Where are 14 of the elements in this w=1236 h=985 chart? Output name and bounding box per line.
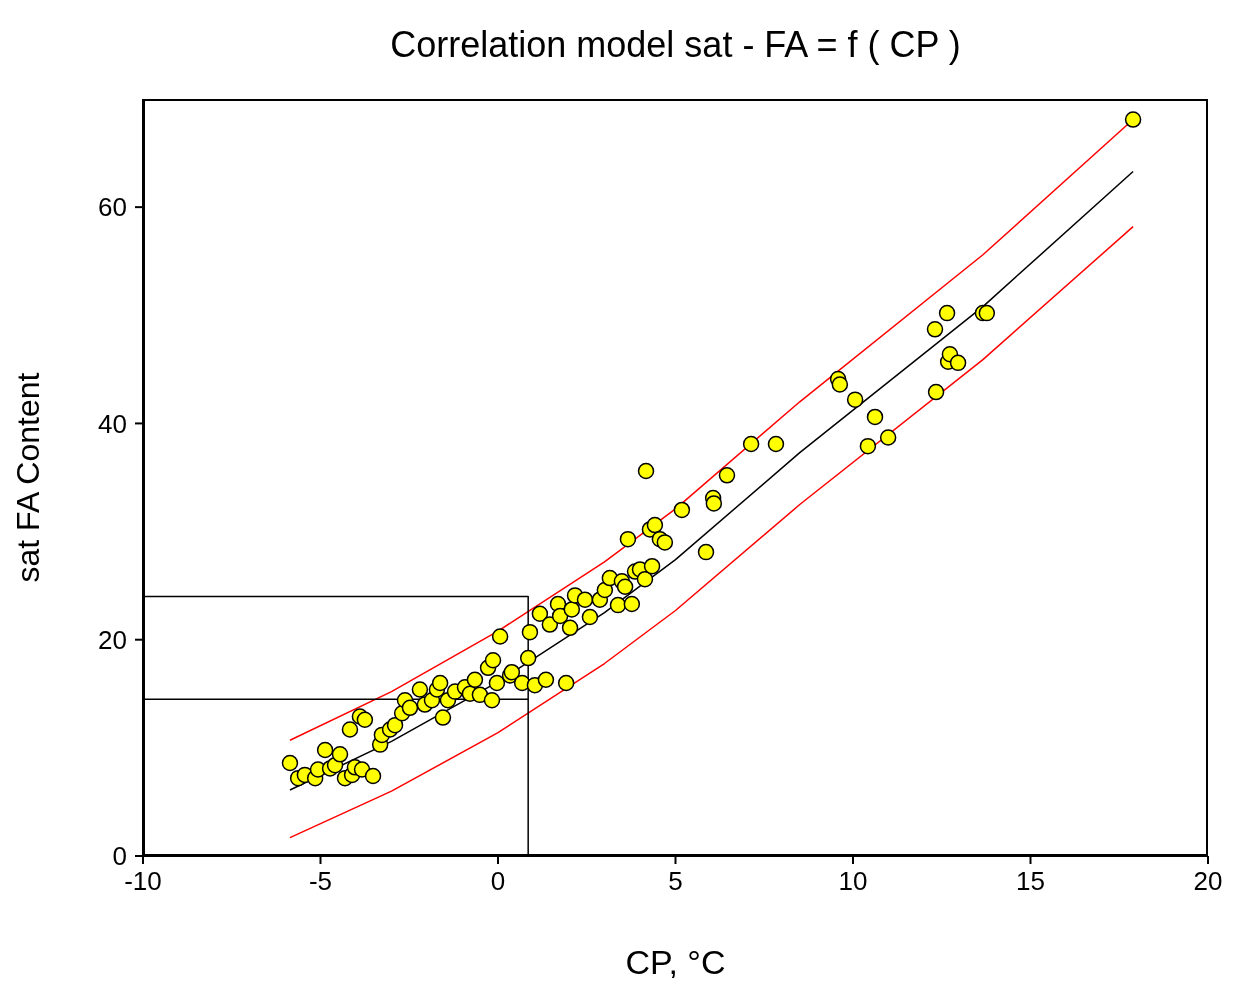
y-tick-label: 60 [98,192,127,223]
y-tick-label: 0 [112,841,127,872]
x-axis-title: CP, °C [625,943,726,981]
y-tick-label: 20 [98,624,127,655]
x-tick-label: -10 [124,866,162,897]
x-tick-label: -5 [308,866,333,897]
y-tick-label: 40 [98,408,127,439]
y-axis-title: sat FA Content [10,372,47,583]
x-tick-label: 5 [668,866,683,897]
x-tick-label: 10 [838,866,868,897]
chart-title: Correlation model sat - FA = f ( CP ) [389,24,962,66]
x-tick-label: 20 [1193,866,1223,897]
x-tick-label: 0 [490,866,506,897]
x-tick-label: 15 [1016,866,1045,897]
